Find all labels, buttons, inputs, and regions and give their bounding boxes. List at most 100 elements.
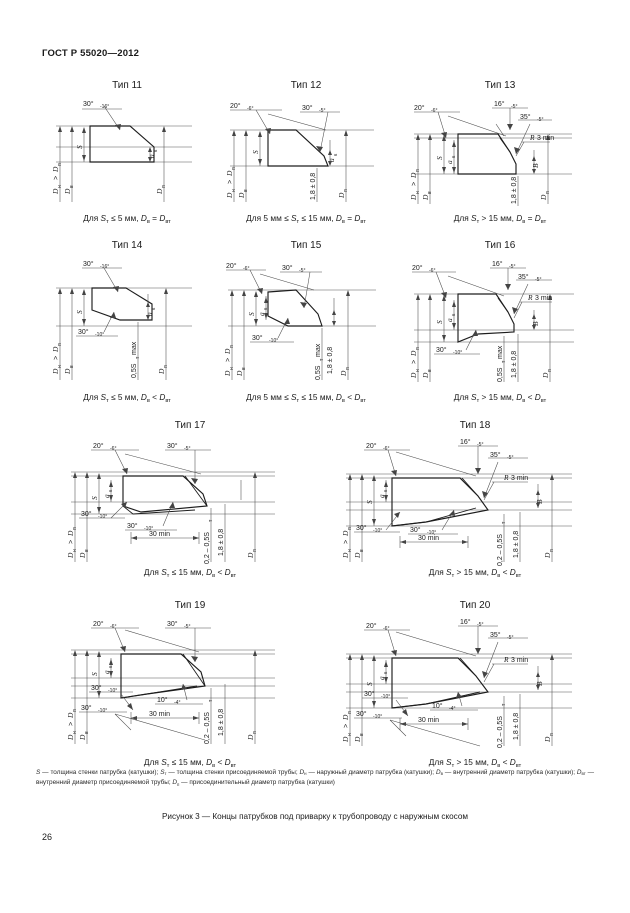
svg-text:п: п [231,167,237,170]
svg-text:-5°: -5° [535,277,541,283]
svg-text:>: > [227,180,234,184]
figure-drawing: 20° -6° 16° -5° 35° -5° R 3 min S a к B … [400,94,600,212]
svg-text:-10°: -10° [108,688,117,694]
svg-text:D: D [63,368,72,375]
svg-text:-5°: -5° [509,264,515,270]
figure-drawing: 30° -16° S a к D н > D п D в D п [42,94,212,212]
figure-caption: Рисунок 3 — Концы патрубков под приварку… [161,812,469,821]
svg-text:0,5S: 0,5S [131,363,138,378]
svg-text:30°: 30° [91,684,102,692]
figure-drawing: 30 min 20° -6° 30° -5° 30° [55,434,325,574]
svg-text:20°: 20° [93,442,104,450]
svg-text:н: н [57,185,63,188]
notes-text: S — толщина стенки патрубка (катушки); S… [36,769,594,787]
svg-text:п: п [57,163,63,166]
figure-condition: Для 5 мм ≤ Sт ≤ 15 мм, Dв < Dвт [246,392,366,404]
svg-text:D: D [409,172,418,179]
svg-text:0,2 – 0,5S: 0,2 – 0,5S [497,534,504,566]
svg-text:1,8 ± 0,8: 1,8 ± 0,8 [513,531,520,558]
svg-text:D: D [63,188,72,195]
svg-text:35°: 35° [520,113,531,121]
svg-text:20°: 20° [93,620,104,628]
svg-text:S: S [251,150,260,154]
svg-text:-5°: -5° [537,117,543,123]
svg-text:1,8 ± 0,8: 1,8 ± 0,8 [218,529,225,556]
svg-text:в: в [241,367,247,370]
figure-tip-18: Тип 18 [330,420,620,590]
svg-text:30°: 30° [364,690,375,698]
svg-text:-6°: -6° [383,446,389,452]
svg-text:B: B [531,163,540,168]
note-symbol: D [576,769,582,776]
svg-text:в: в [69,365,75,368]
svg-text:max: max [131,341,138,355]
svg-text:D: D [421,372,430,379]
svg-text:20°: 20° [366,622,377,630]
figure-title: Тип 16 [484,240,516,251]
figure-drawing: 30° -16° 30° -10° S a к 0,5S т max D н >… [42,254,212,394]
svg-text:н: н [72,731,78,734]
svg-text:п: п [57,343,63,346]
svg-text:20°: 20° [414,104,425,112]
svg-text:-16°: -16° [100,104,109,110]
svg-text:>: > [68,540,75,544]
note-symbol: D [435,769,441,776]
svg-text:1,8 ± 0,8: 1,8 ± 0,8 [310,173,317,200]
figure-title: Тип 19 [174,600,206,611]
svg-text:30 min: 30 min [418,717,439,724]
svg-text:20°: 20° [226,262,237,270]
svg-text:н: н [57,365,63,368]
svg-text:п: п [347,527,353,530]
svg-text:0,2 – 0,5S: 0,2 – 0,5S [204,532,211,564]
svg-text:в: в [359,733,365,736]
note-symbol: D [172,779,178,787]
svg-text:D: D [51,368,60,375]
svg-text:a: a [257,312,266,316]
svg-text:a: a [377,676,386,680]
figure-condition: Для Sт > 15 мм, Dв < Dвт [428,757,522,769]
svg-text:п: п [229,345,235,348]
figure-title: Тип 17 [174,420,206,431]
svg-text:-10°: -10° [95,332,104,338]
svg-text:D: D [246,552,255,559]
svg-text:к: к [383,671,389,674]
svg-text:п: п [545,191,551,194]
svg-text:D: D [66,734,75,741]
svg-text:D: D [543,552,552,559]
figure-title: Тип 15 [290,240,322,251]
svg-text:30°: 30° [167,620,178,628]
figure-condition: Для Sт > 15 мм, Dв = Dвт [453,213,547,225]
svg-text:30 min: 30 min [418,535,439,542]
svg-text:D: D [51,188,60,195]
svg-text:-6°: -6° [110,624,116,630]
note-symbol-subscript: п [177,781,180,787]
svg-text:10°: 10° [432,702,443,710]
svg-text:R: R [503,473,509,482]
svg-text:-10°: -10° [427,530,436,536]
svg-text:>: > [411,360,418,364]
svg-text:D: D [409,350,418,357]
figure-condition: Для Sт > 15 мм, Dв < Dвт [428,567,522,579]
svg-text:к: к [153,149,159,152]
svg-text:-6°: -6° [383,626,389,632]
svg-text:S: S [75,145,84,149]
figure-tip-12: Тип 12 [216,80,396,230]
svg-text:-5°: -5° [477,622,483,628]
svg-text:в: в [243,189,249,192]
svg-text:3 min: 3 min [511,475,528,482]
svg-text:30°: 30° [81,704,92,712]
svg-text:D: D [341,552,350,559]
svg-text:0,5S: 0,5S [497,367,504,382]
svg-text:-5°: -5° [477,442,483,448]
svg-text:п: п [252,549,258,552]
svg-text:-5°: -5° [507,455,513,461]
svg-text:-10°: -10° [144,526,153,532]
figure-drawing: 30 min 20° -6° [330,434,620,574]
figure-tip-15: Тип 15 [214,240,398,410]
figure-condition: Для Sт ≤ 15 мм, Dв < Dвт [143,567,237,579]
standard-header: ГОСТ Р 55020—2012 [42,48,140,59]
svg-text:16°: 16° [460,438,471,446]
svg-text:т: т [208,699,214,702]
svg-text:-5°: -5° [184,446,190,452]
svg-text:1,8 ± 0,8: 1,8 ± 0,8 [511,177,518,204]
